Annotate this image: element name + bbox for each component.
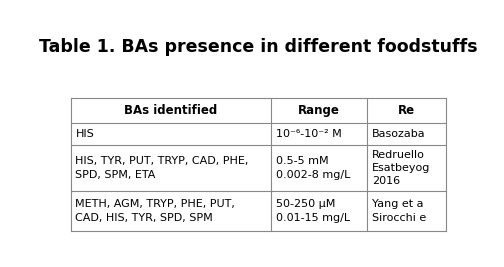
Text: HIS, TYR, PUT, TRYP, CAD, PHE,
SPD, SPM, ETA: HIS, TYR, PUT, TRYP, CAD, PHE, SPD, SPM,… (76, 156, 249, 180)
Text: Yang et a
Sirocchi e: Yang et a Sirocchi e (372, 199, 426, 223)
Text: Re: Re (398, 104, 415, 117)
Text: Range: Range (298, 104, 340, 117)
Text: 10⁻⁶-10⁻² M: 10⁻⁶-10⁻² M (276, 129, 342, 139)
Text: BAs identified: BAs identified (124, 104, 218, 117)
Text: HIS: HIS (76, 129, 94, 139)
Text: Table 1. BAs presence in different foodstuffs: Table 1. BAs presence in different foods… (39, 38, 478, 56)
Text: METH, AGM, TRYP, PHE, PUT,
CAD, HIS, TYR, SPD, SPM: METH, AGM, TRYP, PHE, PUT, CAD, HIS, TYR… (76, 199, 235, 223)
Text: Basozaba: Basozaba (372, 129, 425, 139)
Text: Redruello
Esatbeyog
2016: Redruello Esatbeyog 2016 (372, 150, 430, 186)
Text: 0.5-5 mM
0.002-8 mg/L: 0.5-5 mM 0.002-8 mg/L (276, 156, 350, 180)
Text: 50-250 μM
0.01-15 mg/L: 50-250 μM 0.01-15 mg/L (276, 199, 350, 223)
